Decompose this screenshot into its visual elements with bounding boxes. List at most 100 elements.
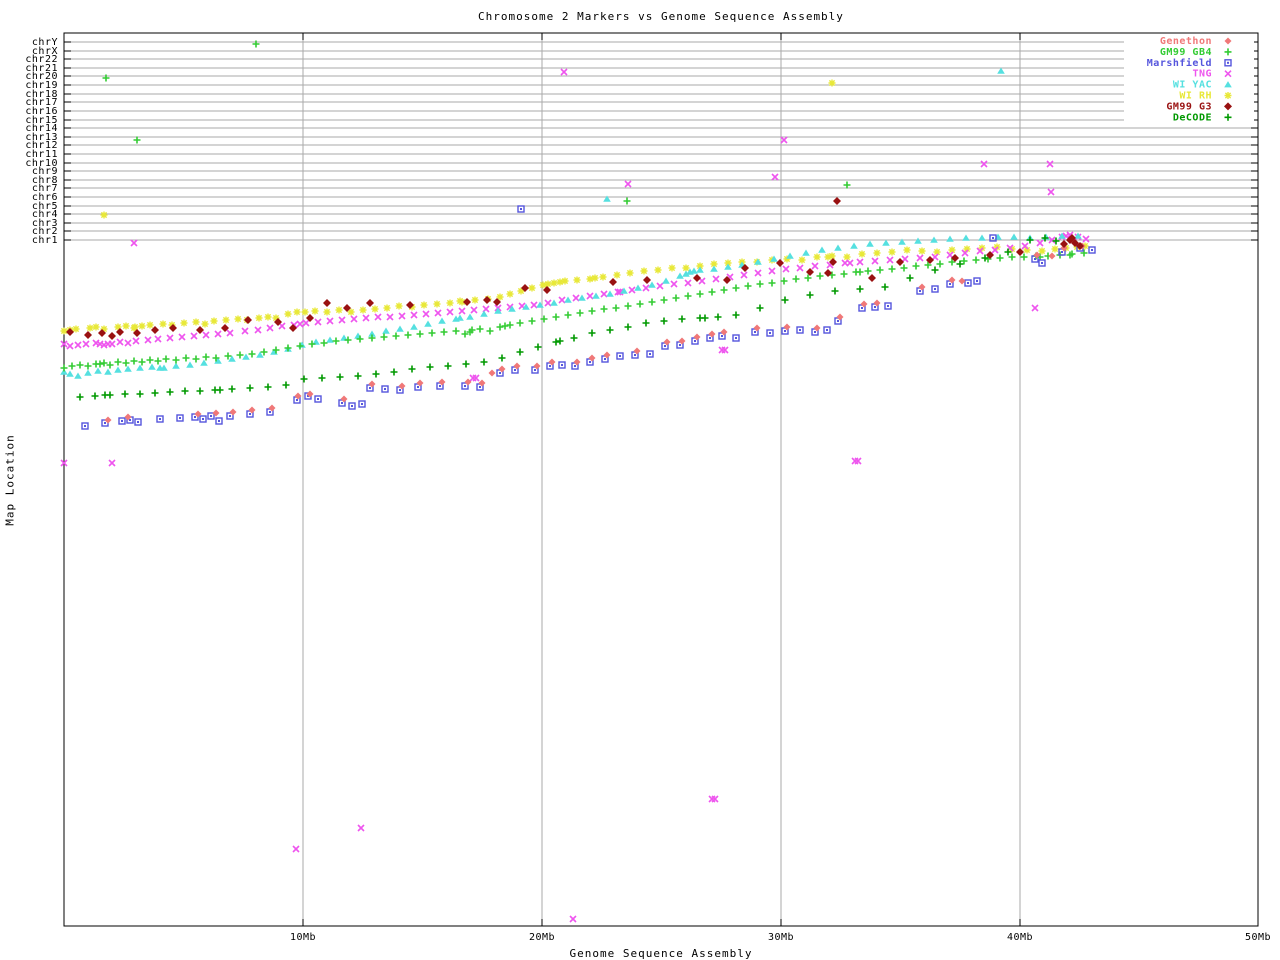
data-point	[244, 316, 252, 324]
data-point	[690, 267, 698, 274]
legend-label-wi-rh: WI RH	[1179, 91, 1212, 102]
data-point	[182, 354, 190, 362]
data-point	[180, 319, 188, 327]
data-point	[323, 308, 331, 316]
data-point	[724, 263, 732, 270]
data-point	[1224, 70, 1232, 78]
data-point	[106, 361, 114, 369]
data-point	[656, 282, 664, 290]
data-point	[818, 246, 826, 253]
data-point	[711, 795, 719, 803]
data-point	[802, 249, 810, 256]
data-point	[100, 325, 108, 333]
data-point	[294, 392, 302, 400]
data-point	[162, 355, 170, 363]
data-point	[1224, 102, 1232, 111]
data-point	[166, 388, 174, 396]
data-point	[721, 346, 729, 354]
data-point	[242, 353, 250, 360]
data-point	[264, 383, 272, 391]
data-point	[570, 334, 578, 342]
data-point	[701, 314, 709, 322]
data-point	[292, 845, 300, 853]
data-point	[458, 307, 466, 315]
data-point	[884, 302, 892, 310]
data-point	[606, 326, 614, 334]
y-tick-label: chr22	[25, 54, 58, 65]
data-point	[199, 415, 207, 423]
data-point	[284, 310, 292, 318]
data-point	[599, 273, 607, 281]
data-point	[648, 281, 656, 288]
data-point	[136, 390, 144, 398]
data-point	[422, 310, 430, 318]
data-point	[371, 305, 379, 313]
data-point	[741, 264, 749, 272]
data-point	[146, 321, 154, 329]
data-point	[624, 180, 632, 188]
data-point	[84, 369, 92, 376]
x-tick-label: 40Mb	[1007, 932, 1033, 943]
data-point	[552, 338, 560, 346]
data-point	[624, 302, 632, 310]
data-point	[480, 358, 488, 366]
data-point	[100, 359, 108, 367]
data-point	[614, 288, 622, 296]
data-point	[534, 343, 542, 351]
data-point	[248, 406, 256, 414]
data-point	[696, 262, 704, 270]
data-point	[416, 330, 424, 338]
data-point	[306, 314, 314, 322]
data-point	[578, 294, 586, 301]
data-point	[989, 234, 997, 242]
data-point	[160, 364, 168, 371]
data-point	[372, 370, 380, 378]
data-point	[272, 314, 280, 322]
data-point	[151, 326, 159, 334]
data-point	[831, 287, 839, 295]
data-point	[588, 354, 596, 362]
data-point	[190, 332, 198, 340]
data-point	[600, 305, 608, 313]
data-point	[408, 365, 416, 373]
y-tick-label: chr5	[32, 201, 58, 212]
data-point	[323, 299, 331, 307]
data-point	[816, 272, 824, 280]
data-point	[550, 299, 558, 306]
data-point	[124, 413, 132, 421]
data-point	[456, 314, 464, 321]
data-point	[873, 249, 881, 257]
data-point	[92, 323, 100, 331]
data-point	[696, 290, 704, 298]
data-point	[226, 329, 234, 337]
data-point	[860, 300, 868, 308]
data-point	[672, 294, 680, 302]
data-point	[624, 323, 632, 331]
y-tick-label: chr3	[32, 218, 58, 229]
data-point	[881, 283, 889, 291]
y-tick-label: chr6	[32, 192, 58, 203]
y-tick-label: chr8	[32, 175, 58, 186]
data-point	[544, 280, 552, 288]
data-point	[202, 331, 210, 339]
data-point	[522, 303, 530, 310]
data-point	[588, 329, 596, 337]
data-point	[569, 915, 577, 923]
data-point	[662, 277, 670, 284]
data-point	[358, 400, 366, 408]
data-point	[856, 258, 864, 266]
data-point	[440, 328, 448, 336]
data-point	[210, 317, 218, 325]
data-point	[991, 246, 999, 254]
data-point	[172, 356, 180, 364]
data-point	[461, 382, 469, 390]
data-point	[732, 334, 740, 342]
y-tick-label: chr2	[32, 226, 58, 237]
data-point	[86, 324, 94, 332]
data-point	[207, 412, 215, 420]
data-point	[506, 321, 514, 329]
data-point	[154, 357, 162, 365]
data-point	[255, 314, 263, 322]
data-point	[576, 309, 584, 317]
data-point	[76, 361, 84, 369]
